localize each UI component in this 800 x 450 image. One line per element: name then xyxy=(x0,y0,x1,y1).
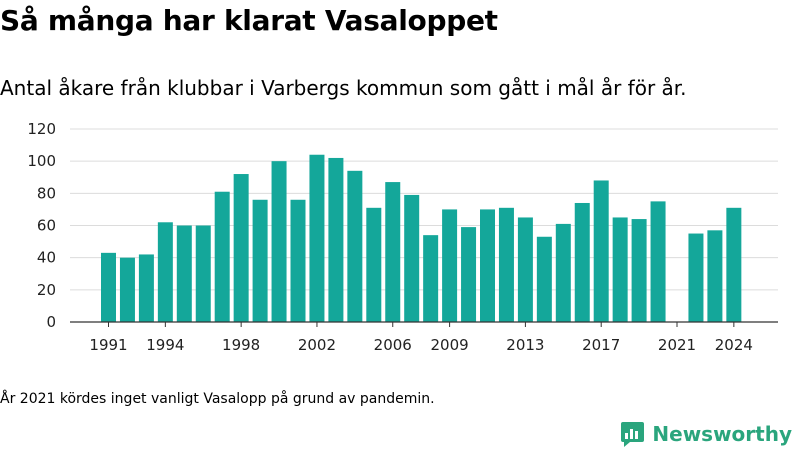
bar-2013 xyxy=(517,217,533,322)
bar-2020 xyxy=(650,201,666,322)
x-tick-label: 1991 xyxy=(89,336,127,354)
x-axis: 1991 1994 1998 2002 2006 2009 2013 2017 2021 2024 xyxy=(70,321,778,354)
bar-2000 xyxy=(271,161,287,322)
brand-name: Newsworthy xyxy=(652,422,792,446)
bar-2004 xyxy=(347,170,363,322)
bar-2005 xyxy=(366,207,382,322)
bar-1998 xyxy=(233,174,249,322)
bar-2003 xyxy=(328,157,344,322)
bar-1997 xyxy=(214,191,230,322)
bar-2017 xyxy=(593,180,609,322)
bar-2016 xyxy=(574,202,590,322)
x-tick-label: 2002 xyxy=(298,336,336,354)
x-tick-label: 2021 xyxy=(658,336,696,354)
y-tick-label: 20 xyxy=(37,281,56,299)
x-tick-label: 2017 xyxy=(582,336,620,354)
chart-subtitle: Antal åkare från klubbar i Varbergs komm… xyxy=(0,76,687,100)
x-tick-label: 2006 xyxy=(374,336,412,354)
bar-2015 xyxy=(555,223,571,322)
bar-2011 xyxy=(480,209,495,322)
bar-2019 xyxy=(631,219,647,322)
bar-2008 xyxy=(423,235,439,322)
newsworthy-logo-icon xyxy=(621,422,645,447)
y-tick-label: 0 xyxy=(46,313,56,331)
y-tick-label: 100 xyxy=(27,152,56,170)
x-tick-label: 1994 xyxy=(146,336,184,354)
x-tick-label: 2024 xyxy=(715,336,753,354)
footnote: År 2021 kördes inget vanligt Vasalopp på… xyxy=(0,391,435,407)
bar-2024 xyxy=(726,207,742,322)
brand-logo: Newsworthy xyxy=(620,420,792,448)
bars xyxy=(101,154,742,322)
y-tick-label: 120 xyxy=(27,120,56,138)
x-tick-label: 2009 xyxy=(431,336,469,354)
bar-2010 xyxy=(461,227,477,322)
bar-chart: 0 20 40 60 80 100 120 1991 1994 1998 2002 2006 2009… xyxy=(27,120,778,354)
bar-1991 xyxy=(101,252,116,322)
bar-2012 xyxy=(498,207,514,322)
x-tick-label: 1998 xyxy=(222,336,260,354)
bar-2022 xyxy=(688,233,704,322)
x-tick-label: 2013 xyxy=(506,336,544,354)
bar-1992 xyxy=(119,257,135,322)
y-tick-label: 40 xyxy=(37,249,56,267)
bar-1993 xyxy=(138,254,154,322)
y-tick-label: 60 xyxy=(37,217,56,235)
y-axis: 0 20 40 60 80 100 120 xyxy=(27,120,56,331)
bar-1999 xyxy=(252,199,268,322)
bar-2009 xyxy=(442,209,458,322)
bar-2007 xyxy=(404,194,420,322)
bar-2001 xyxy=(290,199,306,322)
y-tick-label: 80 xyxy=(37,184,56,202)
bar-1994 xyxy=(157,222,173,322)
bar-2023 xyxy=(707,230,723,322)
bar-1996 xyxy=(195,225,211,322)
bar-2018 xyxy=(612,217,628,322)
bar-2014 xyxy=(536,236,552,322)
bar-2006 xyxy=(385,182,401,322)
chart-title: Så många har klarat Vasaloppet xyxy=(0,4,498,37)
bar-1995 xyxy=(176,225,192,322)
bar-2002 xyxy=(309,154,325,322)
